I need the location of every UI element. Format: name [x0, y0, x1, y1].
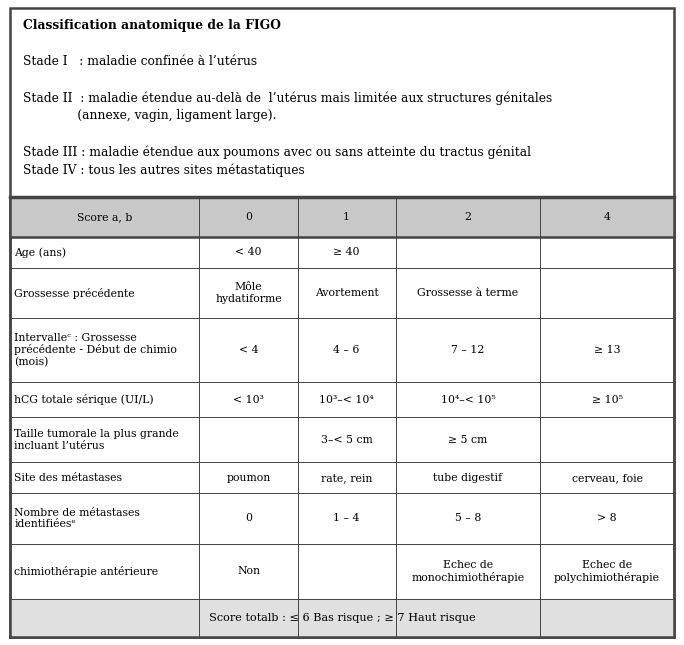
Text: Stade III : maladie étendue aux poumons avec ou sans atteinte du tractus génital: Stade III : maladie étendue aux poumons …: [23, 145, 531, 159]
Text: < 40: < 40: [235, 248, 262, 257]
Text: Non: Non: [237, 566, 260, 576]
Text: Echec de
polychimiothérapie: Echec de polychimiothérapie: [554, 560, 660, 582]
Text: Age (ans): Age (ans): [14, 247, 66, 258]
Text: 4: 4: [603, 212, 611, 222]
Text: ≥ 40: ≥ 40: [333, 248, 360, 257]
Text: poumon: poumon: [226, 473, 271, 483]
Text: Stade I   : maladie confinée à l’utérus: Stade I : maladie confinée à l’utérus: [23, 55, 256, 68]
Text: 2: 2: [464, 212, 471, 222]
Text: 5 – 8: 5 – 8: [455, 513, 482, 523]
Text: Grossesse précédente: Grossesse précédente: [14, 288, 135, 299]
Text: Site des métastases: Site des métastases: [14, 473, 122, 483]
Text: ≥ 10⁵: ≥ 10⁵: [592, 395, 622, 404]
Text: Taille tumorale la plus grande
incluant l’utérus: Taille tumorale la plus grande incluant …: [14, 429, 179, 451]
Text: < 10³: < 10³: [233, 395, 264, 404]
Text: 1: 1: [343, 212, 350, 222]
Text: ≥ 5 cm: ≥ 5 cm: [449, 435, 488, 445]
Text: > 8: > 8: [597, 513, 617, 523]
Text: 7 – 12: 7 – 12: [451, 345, 485, 355]
Text: 0: 0: [245, 513, 252, 523]
Text: 1 – 4: 1 – 4: [334, 513, 360, 523]
Text: 10⁴–< 10⁵: 10⁴–< 10⁵: [440, 395, 495, 404]
Text: Echec de
monochimiothérapie: Echec de monochimiothérapie: [412, 560, 525, 582]
Text: Stade II  : maladie étendue au-delà de  l’utérus mais limitée aux structures gén: Stade II : maladie étendue au-delà de l’…: [23, 92, 552, 105]
Text: (annexe, vagin, ligament large).: (annexe, vagin, ligament large).: [23, 110, 276, 123]
Text: Classification anatomique de la FIGO: Classification anatomique de la FIGO: [23, 19, 280, 32]
Text: 10³–< 10⁴: 10³–< 10⁴: [319, 395, 374, 404]
Bar: [10, 599, 674, 637]
Text: Môle
hydatiforme: Môle hydatiforme: [215, 283, 282, 304]
Text: Nombre de métastases
identifiéesᵉ: Nombre de métastases identifiéesᵉ: [14, 508, 140, 529]
Text: cerveau, foie: cerveau, foie: [572, 473, 642, 483]
Text: Intervalleᶜ : Grossesse
précédente - Début de chimio
(mois): Intervalleᶜ : Grossesse précédente - Déb…: [14, 333, 177, 368]
Text: Grossesse à terme: Grossesse à terme: [417, 288, 518, 298]
Text: chimiothérapie antérieure: chimiothérapie antérieure: [14, 566, 159, 577]
Text: Stade IV : tous les autres sites métastatiques: Stade IV : tous les autres sites métasta…: [23, 163, 304, 177]
Text: 4 – 6: 4 – 6: [334, 345, 360, 355]
Text: 3–< 5 cm: 3–< 5 cm: [321, 435, 373, 445]
Text: tube digestif: tube digestif: [434, 473, 503, 483]
Text: hCG totale sérique (UI/L): hCG totale sérique (UI/L): [14, 394, 154, 405]
Text: ≥ 13: ≥ 13: [594, 345, 620, 355]
Text: rate, rein: rate, rein: [321, 473, 372, 483]
Text: < 4: < 4: [239, 345, 258, 355]
Text: Score a, b: Score a, b: [77, 212, 133, 222]
Text: Avortement: Avortement: [315, 288, 378, 298]
Text: 0: 0: [245, 212, 252, 222]
Text: Score totalb : ≤ 6 Bas risque ; ≥ 7 Haut risque: Score totalb : ≤ 6 Bas risque ; ≥ 7 Haut…: [209, 613, 475, 623]
Bar: [10, 197, 674, 237]
